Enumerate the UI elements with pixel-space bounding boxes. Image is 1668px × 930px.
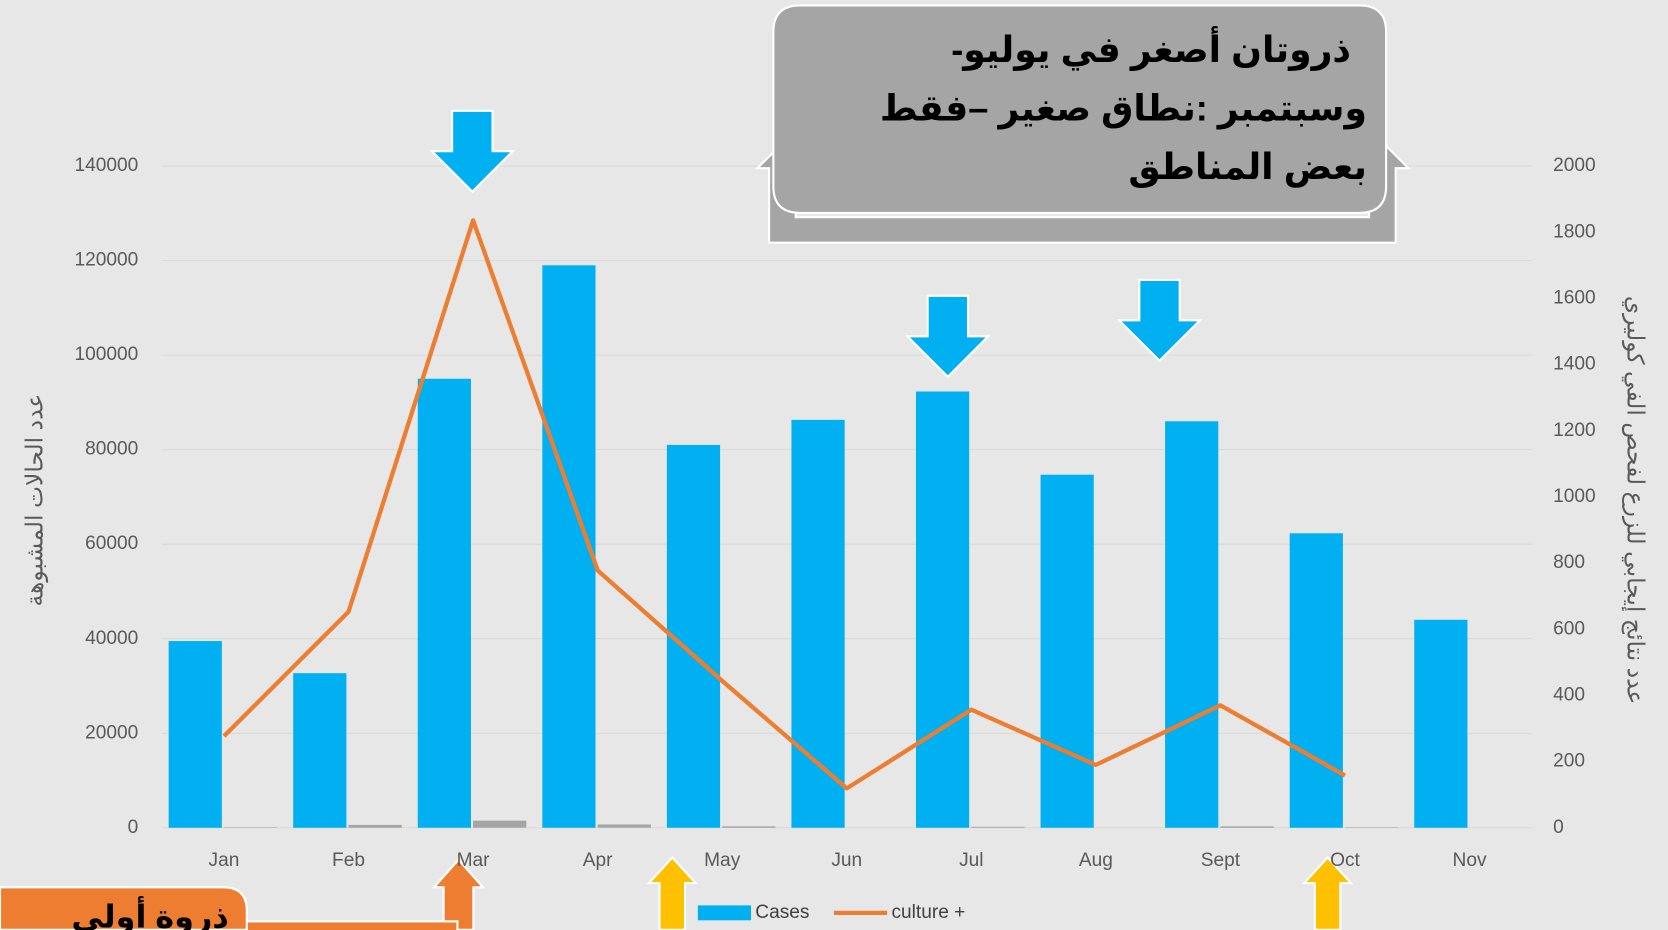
- y2-tick-label: 800: [1553, 552, 1585, 573]
- bar: [791, 419, 845, 828]
- bar: [1289, 533, 1343, 828]
- note-box: [0, 886, 248, 930]
- bar: [293, 673, 347, 828]
- x-tick-label: Mar: [457, 850, 491, 871]
- bar: [168, 641, 222, 828]
- bar: [597, 824, 651, 828]
- bar: [348, 824, 402, 828]
- bar: [417, 378, 471, 828]
- y-tick-label: 140000: [74, 155, 138, 176]
- y2-tick-label: 1800: [1553, 221, 1596, 242]
- connector: [243, 920, 459, 930]
- x-tick-label: Aug: [1079, 850, 1113, 871]
- y-tick-label: 40000: [85, 628, 138, 649]
- bar: [1165, 421, 1219, 828]
- y-tick-label: 80000: [85, 439, 138, 460]
- y2-tick-label: 1200: [1553, 420, 1596, 441]
- x-tick-label: Apr: [583, 850, 613, 871]
- annotation: وسبتمبر :نطاق صغير –فقط: [880, 87, 1367, 129]
- bar: [473, 820, 527, 828]
- x-tick-label: Feb: [332, 850, 365, 871]
- annotations: -ذروتان أصغر في يوليو وسبتمبر :نطاق صغير…: [0, 4, 1412, 930]
- y-tick-label: 0: [128, 817, 139, 838]
- legend-label: culture +: [891, 902, 965, 923]
- y2-tick-label: 1400: [1553, 354, 1596, 375]
- line: [222, 218, 1347, 791]
- y2-tick-label: 200: [1553, 751, 1585, 772]
- y-tick-label: 60000: [85, 533, 138, 554]
- x-tick-label: Oct: [1330, 850, 1360, 871]
- bar: [1040, 474, 1094, 828]
- annotation: ذروة أولى: [71, 896, 228, 930]
- x-tick-label: Nov: [1453, 850, 1487, 871]
- bar: [916, 391, 970, 828]
- note-box: [772, 4, 1388, 214]
- annotation: بعض المناطق: [1128, 146, 1367, 188]
- y2-axis-title: عدد نتائج إيجابي للزرع لفحص الفي كوليري: [1621, 296, 1649, 705]
- bar: [1220, 826, 1274, 828]
- marks: [168, 218, 1468, 828]
- bar: [971, 826, 1025, 828]
- bar: [722, 826, 776, 828]
- y2-tick-label: 400: [1553, 684, 1585, 705]
- y2-tick-label: 1000: [1553, 486, 1596, 507]
- note-frame: [754, 141, 1412, 244]
- y2-tick-label: 0: [1553, 817, 1564, 838]
- arrow-up: [1301, 855, 1354, 930]
- legend-swatch: [697, 905, 752, 921]
- x-tick-label: Jun: [831, 850, 862, 871]
- legend-label: Cases: [755, 902, 809, 923]
- x-tick-label: Jul: [959, 850, 983, 871]
- y-tick-label: 20000: [85, 722, 138, 743]
- arrow-down: [429, 109, 516, 194]
- arrow-down: [904, 294, 991, 379]
- x-tick-label: May: [704, 850, 741, 871]
- x-tick-label: Sept: [1201, 850, 1241, 871]
- y2-tick-label: 600: [1553, 618, 1585, 639]
- y-axis-title: عدد الحالات المشبوهة: [22, 394, 49, 607]
- arrow-up: [431, 858, 486, 930]
- bar: [1414, 619, 1468, 828]
- bar: [666, 444, 721, 828]
- y-tick-label: 120000: [74, 250, 138, 271]
- bar: [542, 265, 596, 828]
- y-tick-label: 100000: [74, 344, 138, 365]
- arrow-up: [646, 855, 699, 930]
- arrow-down: [1116, 278, 1203, 363]
- y2-tick-label: 1600: [1553, 287, 1596, 308]
- y2-tick-label: 2000: [1553, 155, 1596, 176]
- x-tick-label: Jan: [209, 850, 240, 871]
- annotation: -ذروتان أصغر في يوليو: [951, 26, 1351, 71]
